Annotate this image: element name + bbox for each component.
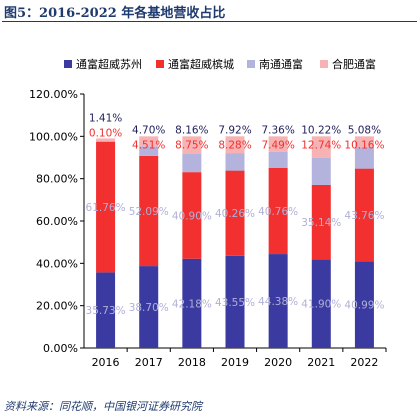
bar-2022-series-3 (354, 136, 374, 148)
title-rule (2, 21, 417, 22)
source-note: 资料来源：同花顺，中国银河证券研究院 (4, 400, 202, 413)
bar-2019-series-3 (225, 136, 245, 154)
data-label-2022-series-1: 43.76% (344, 210, 384, 222)
legend-label-3: 合肥通富 (332, 57, 376, 71)
x-tick-label-4: 2020 (264, 356, 292, 369)
y-tick-label-6: 120.00% (29, 88, 78, 101)
y-tick-label-0: 0.00% (43, 342, 78, 355)
data-label-2022-series-2: 10.16% (344, 139, 384, 151)
bar-2019-series-0 (225, 255, 245, 348)
data-label-2021-series-3: 10.22% (301, 124, 341, 136)
data-label-2020-series-0: 44.38% (258, 296, 298, 308)
data-label-2021-series-1: 35.14% (301, 217, 341, 229)
data-label-2021-series-0: 41.90% (301, 299, 341, 311)
x-tick-label-6: 2022 (350, 356, 378, 369)
bar-2017-series-0 (139, 266, 159, 348)
data-label-2020-series-2: 7.49% (261, 139, 294, 151)
data-label-2016-series-1: 61.76% (86, 202, 126, 214)
bar-2017-series-3 (139, 136, 159, 147)
bar-2022-series-0 (354, 261, 374, 348)
bar-2020-series-0 (268, 254, 288, 348)
bar-2021-series-2 (311, 157, 331, 185)
y-tick-label-5: 100.00% (29, 130, 78, 143)
bar-2020-series-2 (268, 151, 288, 168)
bar-2019-series-1 (225, 170, 245, 256)
bar-2020-series-3 (268, 136, 288, 152)
bar-2020-series-1 (268, 167, 288, 255)
data-label-2022-series-0: 40.99% (344, 300, 384, 312)
legend-label-1: 通富超威槟城 (168, 57, 234, 71)
data-label-2018-series-3: 8.16% (175, 124, 208, 136)
data-label-2018-series-1: 40.90% (172, 210, 212, 222)
data-label-2016-series-3: 1.41% (89, 112, 122, 124)
x-tick-label-2: 2018 (178, 356, 206, 369)
data-label-2017-series-0: 38.70% (129, 302, 169, 314)
bar-2018-series-1 (182, 172, 202, 259)
legend-label-0: 通富超威苏州 (76, 57, 142, 71)
legend-swatch-0 (64, 60, 72, 68)
bar-2021-series-1 (311, 184, 331, 260)
bar-2022-series-1 (354, 168, 374, 262)
bar-2021-series-3 (311, 136, 331, 158)
data-label-2017-series-3: 4.70% (132, 124, 165, 136)
bar-2021-series-0 (311, 259, 331, 348)
legend-swatch-3 (320, 60, 328, 68)
x-tick-label-0: 2016 (92, 356, 120, 369)
data-label-2020-series-3: 7.36% (261, 124, 294, 136)
bar-2017-series-2 (139, 146, 159, 156)
data-label-2018-series-2: 8.75% (175, 139, 208, 151)
x-tick-label-5: 2021 (307, 356, 335, 369)
data-label-2019-series-3: 7.92% (218, 124, 251, 136)
data-label-2019-series-1: 40.26% (215, 208, 255, 220)
data-label-2017-series-2: 4.51% (132, 139, 165, 151)
bar-2016-series-0 (96, 272, 116, 348)
bar-2018-series-3 (182, 136, 202, 154)
y-tick-label-3: 60.00% (36, 215, 78, 228)
x-tick-label-3: 2019 (221, 356, 249, 369)
bar-2016-series-3 (96, 138, 116, 142)
x-tick-label-1: 2017 (135, 356, 163, 369)
legend-label-2: 南通通富 (259, 57, 303, 71)
legend-swatch-1 (156, 60, 164, 68)
data-label-2020-series-1: 40.76% (258, 206, 298, 218)
data-label-2021-series-2: 12.74% (301, 139, 341, 151)
data-label-2019-series-0: 43.55% (215, 297, 255, 309)
data-label-2016-series-0: 35.73% (86, 305, 126, 317)
data-label-2022-series-3: 5.08% (348, 124, 381, 136)
bar-2018-series-0 (182, 258, 202, 348)
legend-swatch-2 (247, 60, 255, 68)
figure-title: 图5：2016-2022 年各基地营收占比 (4, 6, 226, 21)
bar-2016-series-1 (96, 141, 116, 273)
data-label-2016-series-2: 0.10% (89, 127, 122, 139)
bar-2022-series-2 (354, 147, 374, 169)
data-label-2018-series-0: 42.18% (172, 298, 212, 310)
y-tick-label-2: 40.00% (36, 257, 78, 270)
bar-2019-series-2 (225, 153, 245, 171)
y-tick-label-1: 20.00% (36, 300, 78, 313)
data-label-2017-series-1: 52.09% (129, 206, 169, 218)
bar-2017-series-1 (139, 155, 159, 267)
bar-2018-series-2 (182, 153, 202, 173)
data-label-2019-series-2: 8.28% (218, 139, 251, 151)
y-tick-label-4: 80.00% (36, 173, 78, 186)
